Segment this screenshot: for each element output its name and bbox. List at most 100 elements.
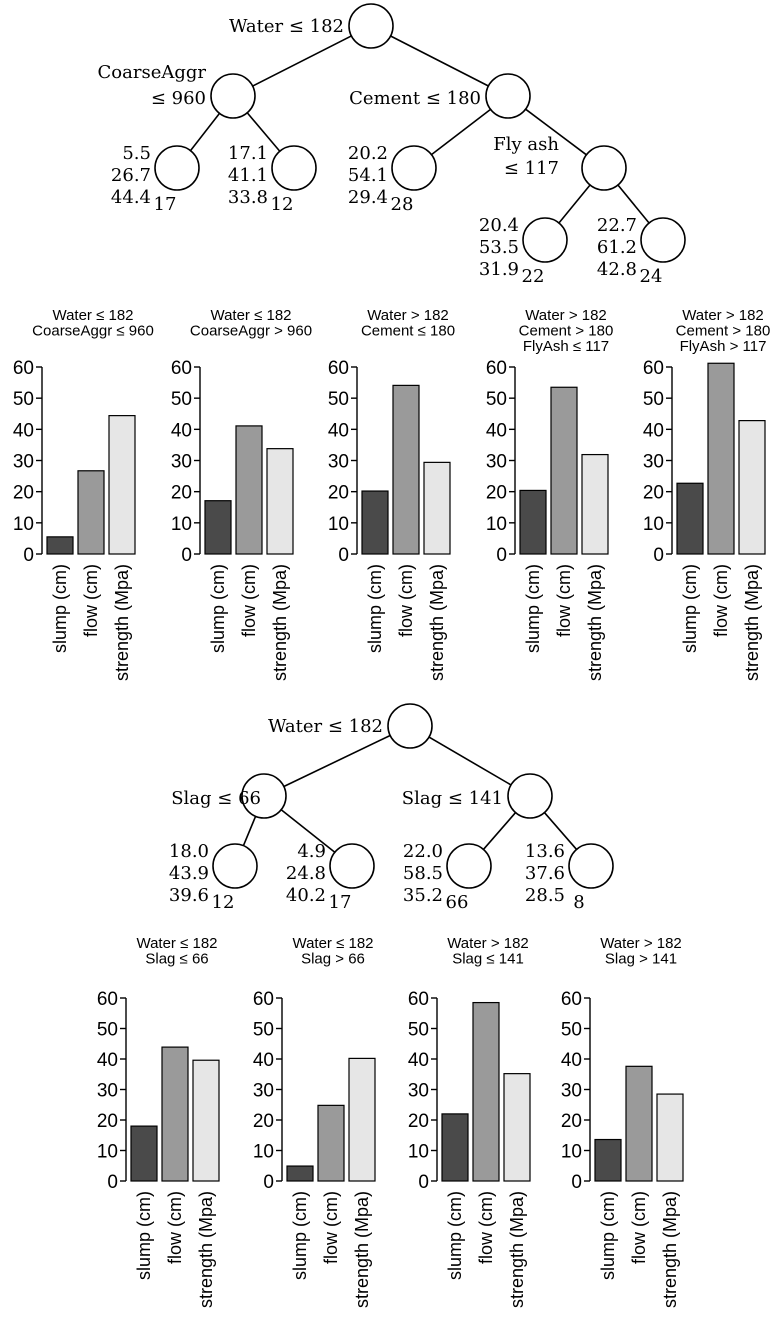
bar-flow — [77, 470, 105, 555]
leaf-stat-value: 44.4 — [111, 187, 151, 208]
leaf-stat-value: 26.7 — [111, 165, 151, 186]
y-tick-label: 20 — [328, 483, 349, 504]
bar-flow — [472, 1001, 500, 1182]
leaf-stat-value: 43.9 — [169, 863, 209, 884]
bar-flow — [161, 1046, 189, 1182]
y-tick-label: 50 — [328, 389, 349, 410]
category-label: flow (cm) — [711, 564, 731, 637]
category-label: strength (Mpa) — [742, 564, 762, 681]
y-tick-label: 50 — [253, 1020, 274, 1041]
chart-title-line: Cement > 180 — [519, 323, 614, 340]
y-tick-label: 40 — [643, 420, 664, 441]
category-label: slump (cm) — [598, 1191, 618, 1280]
category-label: flow (cm) — [239, 564, 259, 637]
split-condition-label: Water ≤ 182 — [268, 716, 383, 737]
y-tick-label: 50 — [486, 389, 507, 410]
tree-layer: Water ≤ 182 CoarseAggr ≤ 960 Cement ≤ 180 Fl… — [98, 3, 686, 913]
split-node — [210, 73, 256, 119]
bar-flow — [550, 386, 578, 555]
leaf-stat-value: 61.2 — [597, 237, 637, 258]
bar-flow — [317, 1104, 345, 1182]
y-tick-label: 30 — [97, 1081, 118, 1102]
tree-edge — [543, 812, 578, 850]
split-condition-label: ≤ 117 — [504, 158, 559, 179]
y-tick-label: 60 — [408, 989, 429, 1010]
leaf-stat-value: 22.0 — [403, 841, 443, 862]
bar-strength — [108, 415, 136, 555]
leaf-node — [446, 843, 492, 889]
chart-title-line: Water ≤ 182 — [52, 307, 133, 324]
bar-slump — [441, 1113, 469, 1182]
y-tick-label: 50 — [97, 1020, 118, 1041]
y-tick-label: 20 — [97, 1111, 118, 1132]
bar-strength — [192, 1059, 220, 1182]
bar-strength — [266, 448, 294, 555]
leaf-sample-count: 12 — [212, 892, 235, 913]
y-tick-label: 40 — [408, 1050, 429, 1071]
bar-slump — [519, 489, 547, 555]
chart-title-line: Water > 182 — [367, 307, 449, 324]
split-condition-label: CoarseAggr — [98, 62, 207, 83]
y-tick-label: 60 — [643, 358, 664, 379]
split-condition-label: Water ≤ 182 — [229, 16, 344, 37]
category-label: flow (cm) — [629, 1191, 649, 1264]
chart-title-line: Slag ≤ 141 — [452, 951, 524, 968]
leaf-sample-count: 66 — [446, 892, 469, 913]
leaf-sample-count: 8 — [573, 892, 584, 913]
leaf-node — [522, 217, 568, 263]
split-node — [348, 3, 394, 49]
split-node — [387, 703, 433, 749]
y-tick-label: 40 — [13, 420, 34, 441]
tree-edge — [482, 812, 517, 850]
bar-flow — [625, 1065, 653, 1182]
chart-title-line: FlyAsh ≤ 117 — [523, 338, 609, 355]
tree-edge — [242, 816, 257, 846]
leaf-stat-value: 54.1 — [348, 165, 388, 186]
y-tick-label: 10 — [643, 514, 664, 535]
tree-edge — [430, 108, 492, 156]
split-condition-label: Fly ash — [493, 134, 559, 155]
category-label: strength (Mpa) — [352, 1191, 372, 1308]
y-tick-label: 30 — [486, 452, 507, 473]
chart-title-line: Slag ≤ 66 — [145, 951, 208, 968]
split-condition-label: Slag ≤ 66 — [171, 788, 261, 809]
leaf-stat-value: 13.6 — [525, 841, 565, 862]
bar-strength — [738, 420, 766, 555]
chart-title-line: Water ≤ 182 — [292, 935, 373, 952]
category-label: flow (cm) — [476, 1191, 496, 1264]
y-tick-label: 10 — [13, 514, 34, 535]
tree-edge — [617, 184, 650, 224]
split-condition-label: Slag ≤ 141 — [402, 788, 503, 809]
chart-title-line: Cement ≤ 180 — [361, 323, 455, 340]
leaf-stat-value: 58.5 — [403, 863, 443, 884]
y-tick-label: 40 — [561, 1050, 582, 1071]
leaf-node — [391, 145, 437, 191]
y-tick-label: 60 — [561, 989, 582, 1010]
leaf-stat-value: 35.2 — [403, 885, 443, 906]
split-node — [507, 773, 553, 819]
leaf-stat-value: 42.8 — [597, 259, 637, 280]
chart-title-line: CoarseAggr > 960 — [190, 323, 312, 340]
y-tick-label: 20 — [643, 483, 664, 504]
y-tick-label: 10 — [561, 1142, 582, 1163]
y-tick-label: 60 — [253, 989, 274, 1010]
leaf-stat-value: 29.4 — [348, 187, 388, 208]
leaf-stat-value: 28.5 — [525, 885, 565, 906]
category-label: slump (cm) — [208, 564, 228, 653]
y-tick-label: 0 — [263, 1172, 274, 1193]
y-tick-label: 0 — [653, 545, 664, 566]
bar-slump — [286, 1165, 314, 1182]
leaf-sample-count: 17 — [329, 892, 352, 913]
y-tick-label: 0 — [107, 1172, 118, 1193]
y-tick-label: 30 — [408, 1081, 429, 1102]
chart-title-line: Water > 182 — [447, 935, 529, 952]
split-condition-label: Cement ≤ 180 — [349, 88, 481, 109]
leaf-sample-count: 24 — [640, 266, 663, 287]
y-tick-label: 60 — [328, 358, 349, 379]
y-tick-label: 50 — [643, 389, 664, 410]
